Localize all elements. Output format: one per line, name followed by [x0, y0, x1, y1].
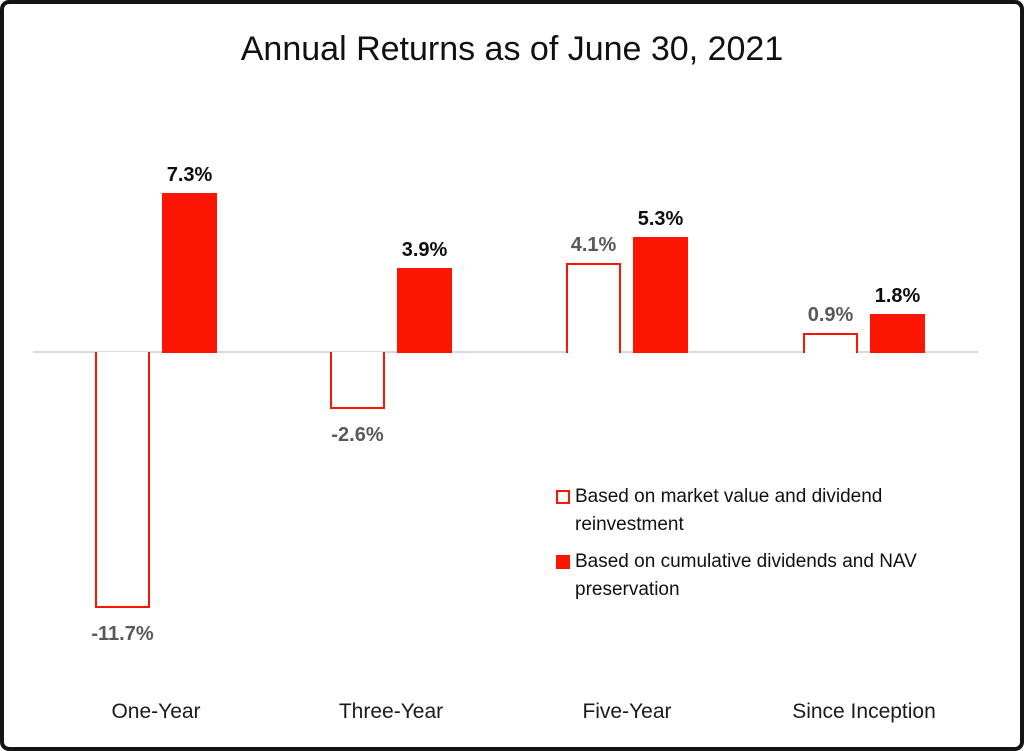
bar-solid-three-year: [397, 268, 452, 353]
legend-item-nav-preservation: Based on cumulative dividends and NAV pr…: [556, 548, 956, 604]
bar-value-label-outlined-one-year: -11.7%: [91, 623, 154, 645]
bar-solid-since-inception: [870, 314, 925, 353]
bar-outlined-one-year: [95, 352, 150, 608]
bar-value-label-solid-one-year: 7.3%: [166, 164, 213, 186]
bar-value-label-outlined-five-year: 4.1%: [570, 234, 617, 256]
bar-value-label-solid-three-year: 3.9%: [401, 239, 448, 261]
legend-label: Based on cumulative dividends and NAV pr…: [575, 551, 917, 600]
bar-solid-five-year: [633, 237, 688, 353]
category-label-three-year: Three-Year: [338, 700, 444, 723]
legend: Based on market value and dividend reinv…: [556, 483, 956, 613]
bar-outlined-since-inception: [803, 333, 858, 353]
category-label-since-inception: Since Inception: [792, 700, 936, 723]
legend-label: Based on market value and dividend reinv…: [575, 486, 883, 535]
plot-area: -11.7% 7.3% One-Year -2.6% 3.9% Three-Year 4.1…: [4, 4, 1020, 747]
bar-solid-one-year: [162, 193, 217, 353]
solid-red-square-icon: [556, 555, 570, 569]
category-label-five-year: Five-Year: [582, 700, 672, 723]
category-label-one-year: One-Year: [111, 700, 201, 723]
legend-item-market-value: Based on market value and dividend reinv…: [556, 483, 956, 539]
x-axis-line: [33, 351, 978, 353]
bar-outlined-five-year: [566, 263, 621, 353]
outlined-red-square-icon: [556, 490, 570, 504]
chart-title: Annual Returns as of June 30, 2021: [240, 30, 784, 68]
bar-outlined-three-year: [330, 352, 385, 409]
bar-value-label-outlined-since-inception: 0.9%: [807, 304, 854, 326]
bar-value-label-solid-since-inception: 1.8%: [874, 285, 921, 307]
bar-value-label-outlined-three-year: -2.6%: [331, 424, 384, 446]
bar-value-label-solid-five-year: 5.3%: [637, 208, 684, 230]
